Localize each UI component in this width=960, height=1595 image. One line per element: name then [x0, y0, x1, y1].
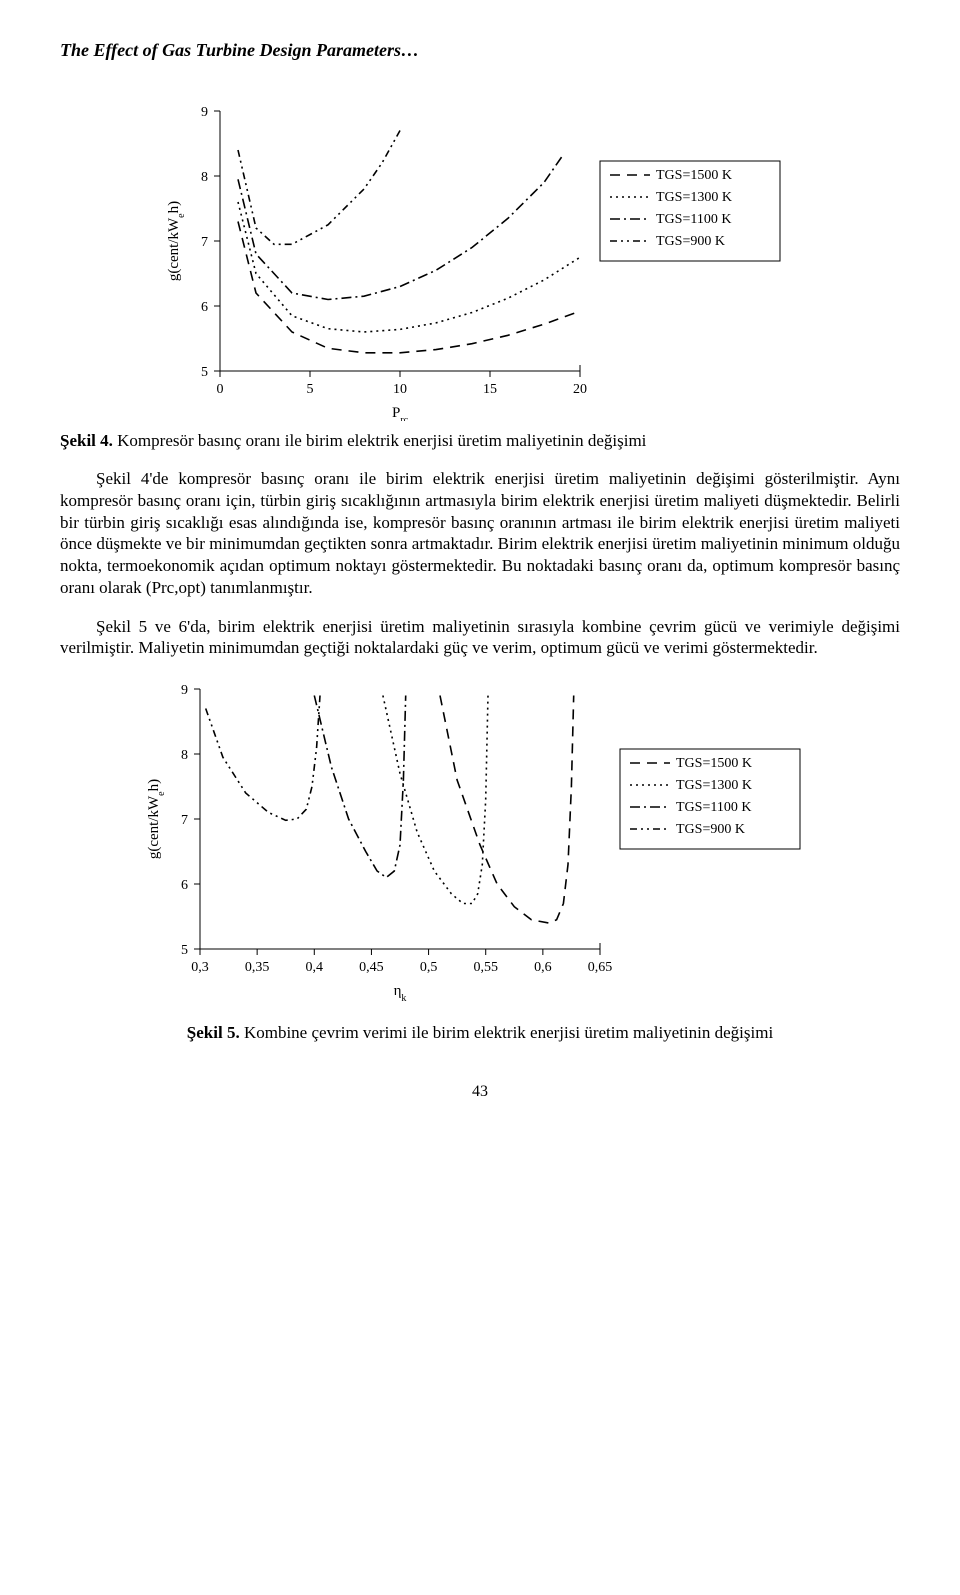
svg-text:15: 15	[483, 382, 497, 397]
svg-text:7: 7	[201, 235, 208, 250]
svg-text:0,55: 0,55	[473, 960, 498, 975]
chart-2: 0,3 0,35 0,4 0,45 0,5 0,55 0,6 0,65 5 6 7 8 9 ηk g(cen…	[130, 669, 830, 1009]
svg-text:20: 20	[573, 382, 587, 397]
chart-2-container: 0,3 0,35 0,4 0,45 0,5 0,55 0,6 0,65 5 6 7 8 9 ηk g(cen…	[60, 669, 900, 1009]
svg-text:0,4: 0,4	[306, 960, 324, 975]
svg-text:TGS=1500 K: TGS=1500 K	[656, 168, 732, 183]
svg-text:0,45: 0,45	[359, 960, 384, 975]
svg-text:0,35: 0,35	[245, 960, 270, 975]
figure-5-caption-label: Şekil 5.	[187, 1023, 240, 1042]
svg-text:0,65: 0,65	[588, 960, 613, 975]
svg-text:TGS=1100 K: TGS=1100 K	[656, 212, 731, 227]
figure-5-caption-text: Kombine çevrim verimi ile birim elektrik…	[240, 1023, 773, 1042]
paragraph-2: Şekil 5 ve 6'da, birim elektrik enerjisi…	[60, 616, 900, 660]
chart-1: 0510152056789Prcg(cent/kWeh)TGS=1500 KTG…	[150, 91, 810, 421]
figure-4-caption-text: Kompresör basınç oranı ile birim elektri…	[113, 431, 646, 450]
svg-text:0,5: 0,5	[420, 960, 438, 975]
svg-text:5: 5	[307, 382, 314, 397]
svg-text:Prc: Prc	[392, 405, 409, 421]
page-header: The Effect of Gas Turbine Design Paramet…	[60, 40, 900, 61]
svg-text:0,6: 0,6	[534, 960, 552, 975]
svg-text:5: 5	[201, 365, 208, 380]
svg-text:9: 9	[181, 683, 188, 698]
svg-text:6: 6	[201, 300, 208, 315]
svg-text:0: 0	[217, 382, 224, 397]
figure-5-caption: Şekil 5. Kombine çevrim verimi ile birim…	[60, 1023, 900, 1043]
svg-text:8: 8	[181, 748, 188, 763]
svg-text:9: 9	[201, 105, 208, 120]
paragraph-1: Şekil 4'de kompresör basınç oranı ile bi…	[60, 468, 900, 599]
svg-text:0,3: 0,3	[191, 960, 209, 975]
svg-text:g(cent/kWeh): g(cent/kWeh)	[166, 201, 187, 281]
svg-text:8: 8	[201, 170, 208, 185]
svg-text:TGS=1500 K: TGS=1500 K	[676, 756, 752, 771]
svg-text:6: 6	[181, 878, 188, 893]
svg-text:10: 10	[393, 382, 407, 397]
svg-text:TGS=1300 K: TGS=1300 K	[676, 778, 752, 793]
svg-text:TGS=1100 K: TGS=1100 K	[676, 800, 751, 815]
svg-text:TGS=900 K: TGS=900 K	[656, 234, 725, 249]
figure-4-caption: Şekil 4. Kompresör basınç oranı ile biri…	[60, 431, 900, 451]
svg-text:ηk: ηk	[394, 983, 407, 1004]
figure-4-caption-label: Şekil 4.	[60, 431, 113, 450]
svg-text:g(cent/kWeh): g(cent/kWeh)	[146, 779, 167, 859]
page-number: 43	[60, 1083, 900, 1101]
chart-1-container: 0510152056789Prcg(cent/kWeh)TGS=1500 KTG…	[60, 91, 900, 421]
svg-text:TGS=900 K: TGS=900 K	[676, 822, 745, 837]
svg-text:7: 7	[181, 813, 188, 828]
svg-text:TGS=1300 K: TGS=1300 K	[656, 190, 732, 205]
svg-text:5: 5	[181, 943, 188, 958]
